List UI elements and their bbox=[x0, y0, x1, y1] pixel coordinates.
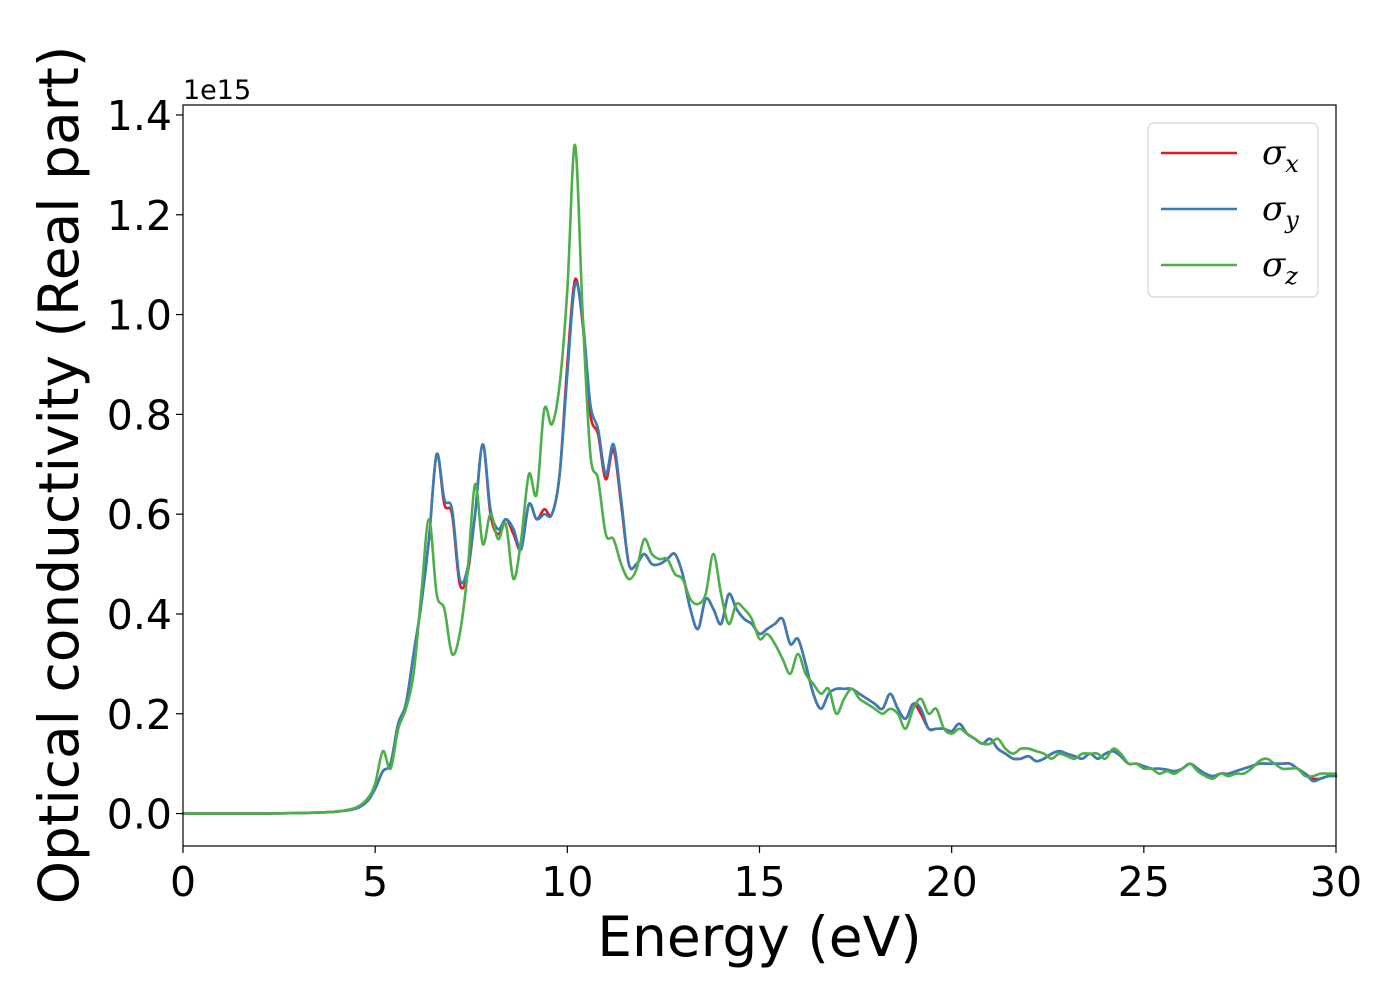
legend: σx σy σz bbox=[1147, 122, 1319, 298]
y-tick-label: 1.2 bbox=[107, 192, 172, 240]
x-tick-label: 25 bbox=[1118, 858, 1170, 906]
series-line-z bbox=[181, 143, 1338, 815]
legend-label-z: σz bbox=[1262, 245, 1298, 290]
y-tick-label: 1.0 bbox=[107, 292, 172, 340]
x-axis-ticks: 0 5 10 15 20 25 30 bbox=[170, 846, 1362, 906]
x-tick-label: 0 bbox=[170, 858, 196, 906]
y-tick-label: 0.6 bbox=[107, 491, 172, 539]
x-tick-label: 15 bbox=[733, 858, 785, 906]
y-offset-text: 1e15 bbox=[183, 75, 251, 106]
x-tick-label: 10 bbox=[541, 858, 593, 906]
y-tick-label: 0.8 bbox=[107, 391, 172, 439]
series-lines bbox=[181, 143, 1338, 815]
y-tick-label: 0.0 bbox=[107, 791, 172, 839]
y-tick-label: 0.4 bbox=[107, 591, 172, 639]
x-tick-label: 5 bbox=[362, 858, 388, 906]
x-axis-title: Energy (eV) bbox=[597, 905, 921, 969]
y-tick-label: 0.2 bbox=[107, 691, 172, 739]
y-axis-ticks: 0.0 0.2 0.4 0.6 0.8 1.0 1.2 1.4 bbox=[107, 92, 183, 839]
series-line-y bbox=[181, 281, 1338, 815]
y-axis-title: Optical conductivity (Real part) bbox=[27, 46, 91, 905]
x-tick-label: 20 bbox=[926, 858, 978, 906]
plot-background bbox=[183, 105, 1336, 846]
y-tick-label: 1.4 bbox=[107, 92, 172, 140]
legend-label-y: σy bbox=[1262, 189, 1299, 234]
x-tick-label: 30 bbox=[1310, 858, 1362, 906]
legend-label-x: σx bbox=[1262, 133, 1299, 178]
